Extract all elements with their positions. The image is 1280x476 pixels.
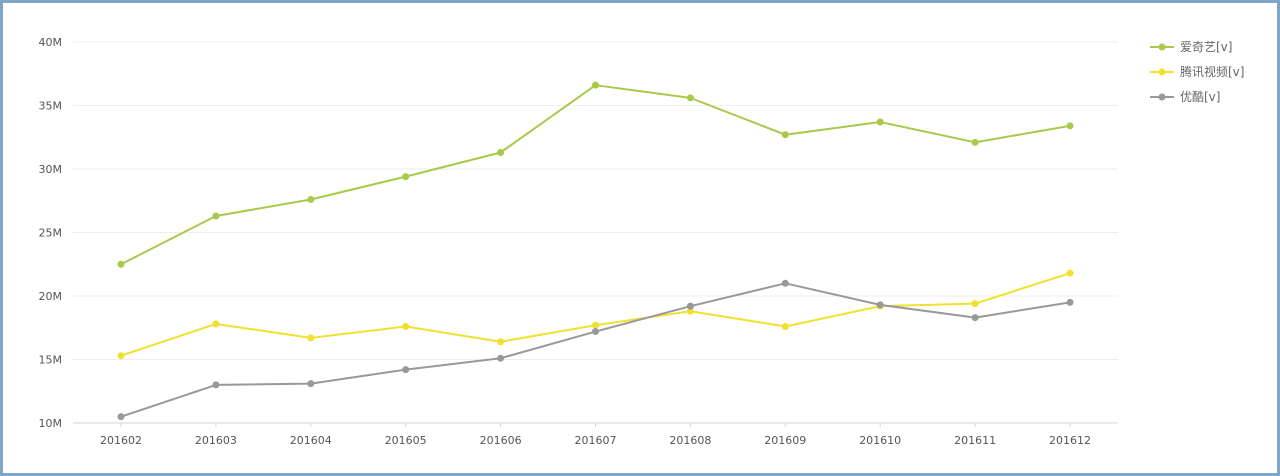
data-point[interactable] [686,94,694,102]
data-point[interactable] [876,301,884,309]
y-tick-label: 35M [39,100,63,113]
data-point[interactable] [781,279,789,287]
data-point[interactable] [592,81,599,89]
series-line [120,84,1071,266]
data-point[interactable] [497,354,505,362]
legend[interactable]: 爱奇艺[v] 腾讯视频[v] 优酷[v] [1150,40,1244,104]
data-point[interactable] [497,338,505,346]
legend-label: 腾讯视频[v] [1180,64,1244,79]
x-tick-label: 201607 [575,434,617,447]
data-point[interactable] [307,195,315,203]
y-tick-label: 15M [39,354,63,367]
data-point[interactable] [1066,269,1074,277]
data-point[interactable] [402,366,410,374]
grid-lines [73,41,1118,424]
series-layer [117,81,1074,421]
y-tick-label: 30M [39,163,63,176]
series-line [120,272,1071,357]
data-point[interactable] [971,300,979,308]
data-point[interactable] [307,380,315,388]
y-tick-label: 25M [39,227,63,240]
data-point[interactable] [592,328,599,336]
data-point[interactable] [402,322,410,330]
data-point[interactable] [1066,298,1074,306]
data-point[interactable] [686,307,694,315]
series-line [120,282,1071,418]
legend-point-marker [1158,43,1166,51]
y-tick-label: 10M [39,417,63,430]
legend-label: 爱奇艺[v] [1180,40,1232,54]
x-tick-label: 201604 [290,434,332,447]
data-point[interactable] [876,118,884,126]
series-2 [117,269,1074,360]
x-axis-ticks: 201602 201603 201604 201605 201606 201607 2016… [100,423,1091,447]
data-point[interactable] [117,413,125,421]
data-point[interactable] [117,352,125,360]
legend-point-marker [1158,93,1166,101]
data-point[interactable] [212,320,220,328]
x-tick-label: 201609 [764,434,806,447]
data-point[interactable] [117,260,125,268]
data-point[interactable] [212,212,220,220]
data-point[interactable] [497,148,505,156]
x-tick-label: 201608 [669,434,711,447]
data-point[interactable] [1066,122,1074,130]
x-tick-label: 201612 [1049,434,1091,447]
data-point[interactable] [781,131,789,139]
data-point[interactable] [686,302,694,310]
x-tick-label: 201605 [385,434,427,447]
legend-point-marker [1158,68,1166,76]
legend-item[interactable]: 爱奇艺[v] [1150,40,1232,54]
x-tick-label: 201603 [195,434,237,447]
y-tick-label: 40M [39,36,63,49]
data-point[interactable] [402,173,410,181]
data-point[interactable] [307,334,315,342]
legend-item[interactable]: 腾讯视频[v] [1150,64,1244,79]
y-axis-ticks: 10M 15M 20M 25M 30M 35M 40M [39,36,63,430]
series-1 [117,81,1074,268]
data-point[interactable] [971,138,979,146]
legend-label: 优酷[v] [1180,90,1220,104]
y-tick-label: 20M [39,290,63,303]
data-point[interactable] [781,322,789,330]
data-point[interactable] [592,321,599,329]
data-point[interactable] [212,381,220,389]
x-tick-label: 201606 [480,434,522,447]
x-tick-label: 201602 [100,434,142,447]
x-tick-label: 201611 [954,434,996,447]
legend-item[interactable]: 优酷[v] [1150,90,1220,104]
x-tick-label: 201610 [859,434,901,447]
series-3 [117,279,1074,421]
data-point[interactable] [971,314,979,322]
